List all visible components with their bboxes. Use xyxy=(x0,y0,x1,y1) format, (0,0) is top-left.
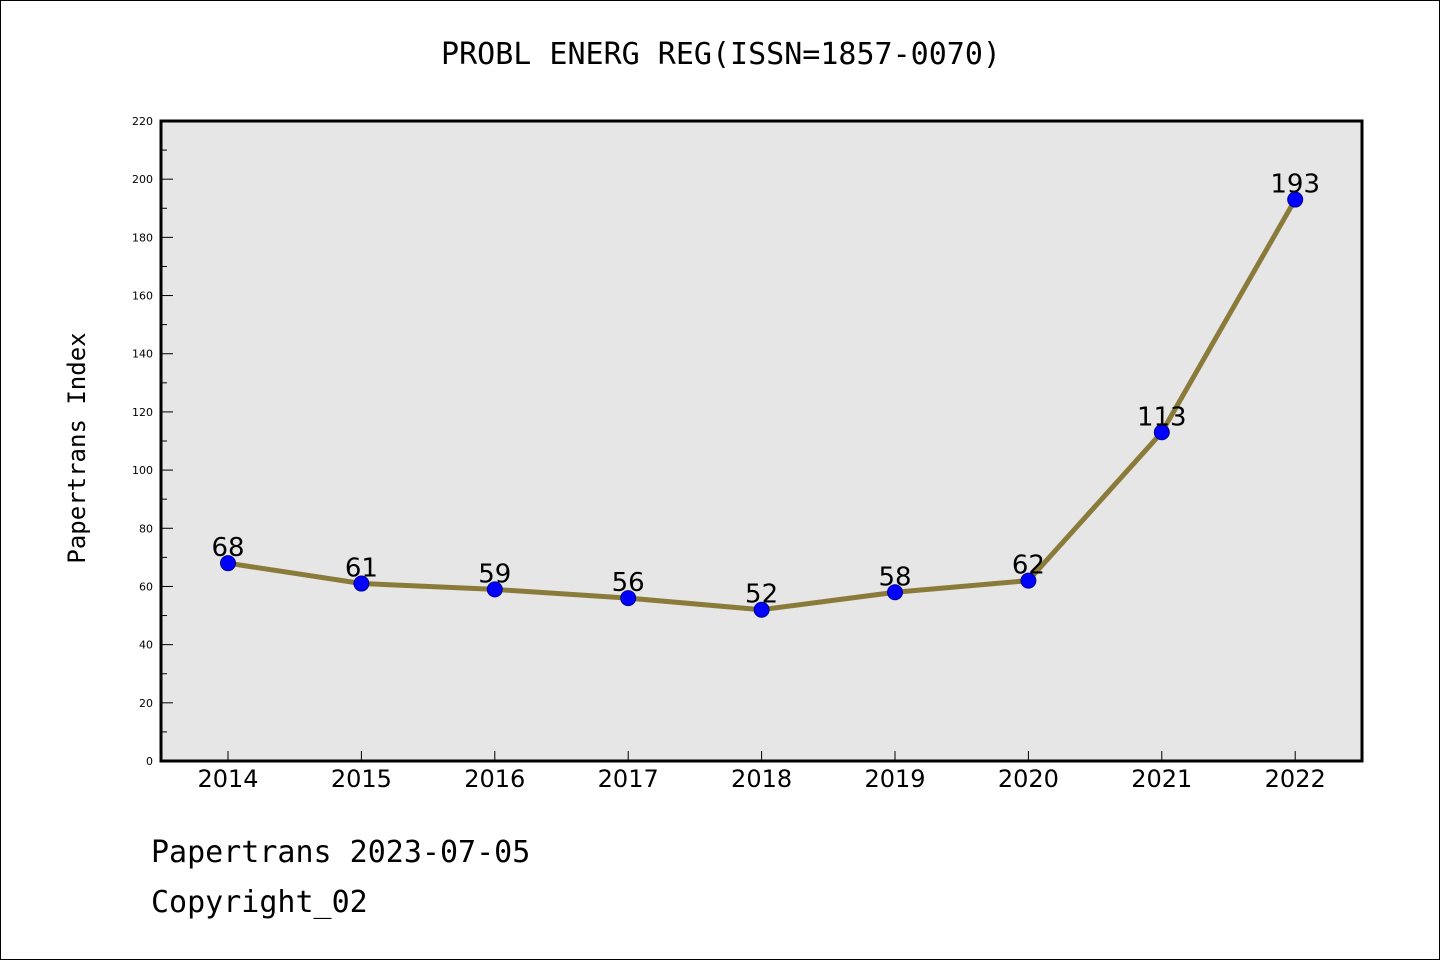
x-tick-label: 2014 xyxy=(197,765,258,793)
y-tick-label: 80 xyxy=(139,522,153,535)
x-tick-label: 2022 xyxy=(1265,765,1326,793)
x-tick-label: 2020 xyxy=(998,765,1059,793)
data-point xyxy=(220,555,236,572)
y-tick-label: 140 xyxy=(132,348,153,361)
footer-date: Papertrans 2023-07-05 xyxy=(151,835,531,870)
x-tick-label: 2018 xyxy=(731,765,792,793)
y-tick-label: 180 xyxy=(132,231,153,244)
data-point xyxy=(486,581,503,598)
data-point xyxy=(887,584,903,601)
plot-area xyxy=(159,119,1364,763)
y-tick-label: 160 xyxy=(132,290,153,303)
data-point xyxy=(620,590,637,607)
data-point xyxy=(353,575,370,592)
y-tick-label: 20 xyxy=(139,697,153,710)
y-tick-label: 60 xyxy=(139,580,153,593)
data-label: 193 xyxy=(1270,170,1320,200)
data-point xyxy=(1153,424,1170,441)
data-point xyxy=(753,601,770,618)
footer-copyright: Copyright_02 xyxy=(151,885,368,920)
data-point xyxy=(1287,191,1304,208)
data-point xyxy=(1020,572,1037,589)
data-label: 56 xyxy=(612,568,645,598)
data-label: 58 xyxy=(878,562,911,592)
data-label: 61 xyxy=(345,554,378,584)
x-tick-label: 2016 xyxy=(464,765,525,793)
y-tick-label: 100 xyxy=(132,464,153,477)
x-tick-label: 2019 xyxy=(864,765,925,793)
y-tick-label: 120 xyxy=(132,406,153,419)
x-tick-label: 2021 xyxy=(1131,765,1192,793)
series-group: 68 61 59 56 52 58 62 113 193 xyxy=(211,170,1320,618)
x-tick-label: 2017 xyxy=(598,765,659,793)
data-label: 68 xyxy=(211,533,244,563)
data-label: 113 xyxy=(1137,402,1187,432)
data-label: 52 xyxy=(745,580,778,610)
x-axis: 2014 2015 2016 2017 2018 2019 2020 2021 2022 xyxy=(197,751,1326,793)
y-tick-label: 0 xyxy=(146,755,153,768)
y-tick-label: 40 xyxy=(139,639,153,652)
chart-title: PROBL ENERG REG(ISSN=1857-0070) xyxy=(441,37,1001,72)
y-axis: 0 20 40 60 80 100 120 140 160 180 200 220 xyxy=(132,115,173,768)
x-tick-label: 2015 xyxy=(331,765,392,793)
data-label: 59 xyxy=(478,559,511,589)
y-tick-label: 200 xyxy=(132,173,153,186)
y-tick-label: 220 xyxy=(132,115,153,128)
data-label: 62 xyxy=(1012,551,1045,581)
